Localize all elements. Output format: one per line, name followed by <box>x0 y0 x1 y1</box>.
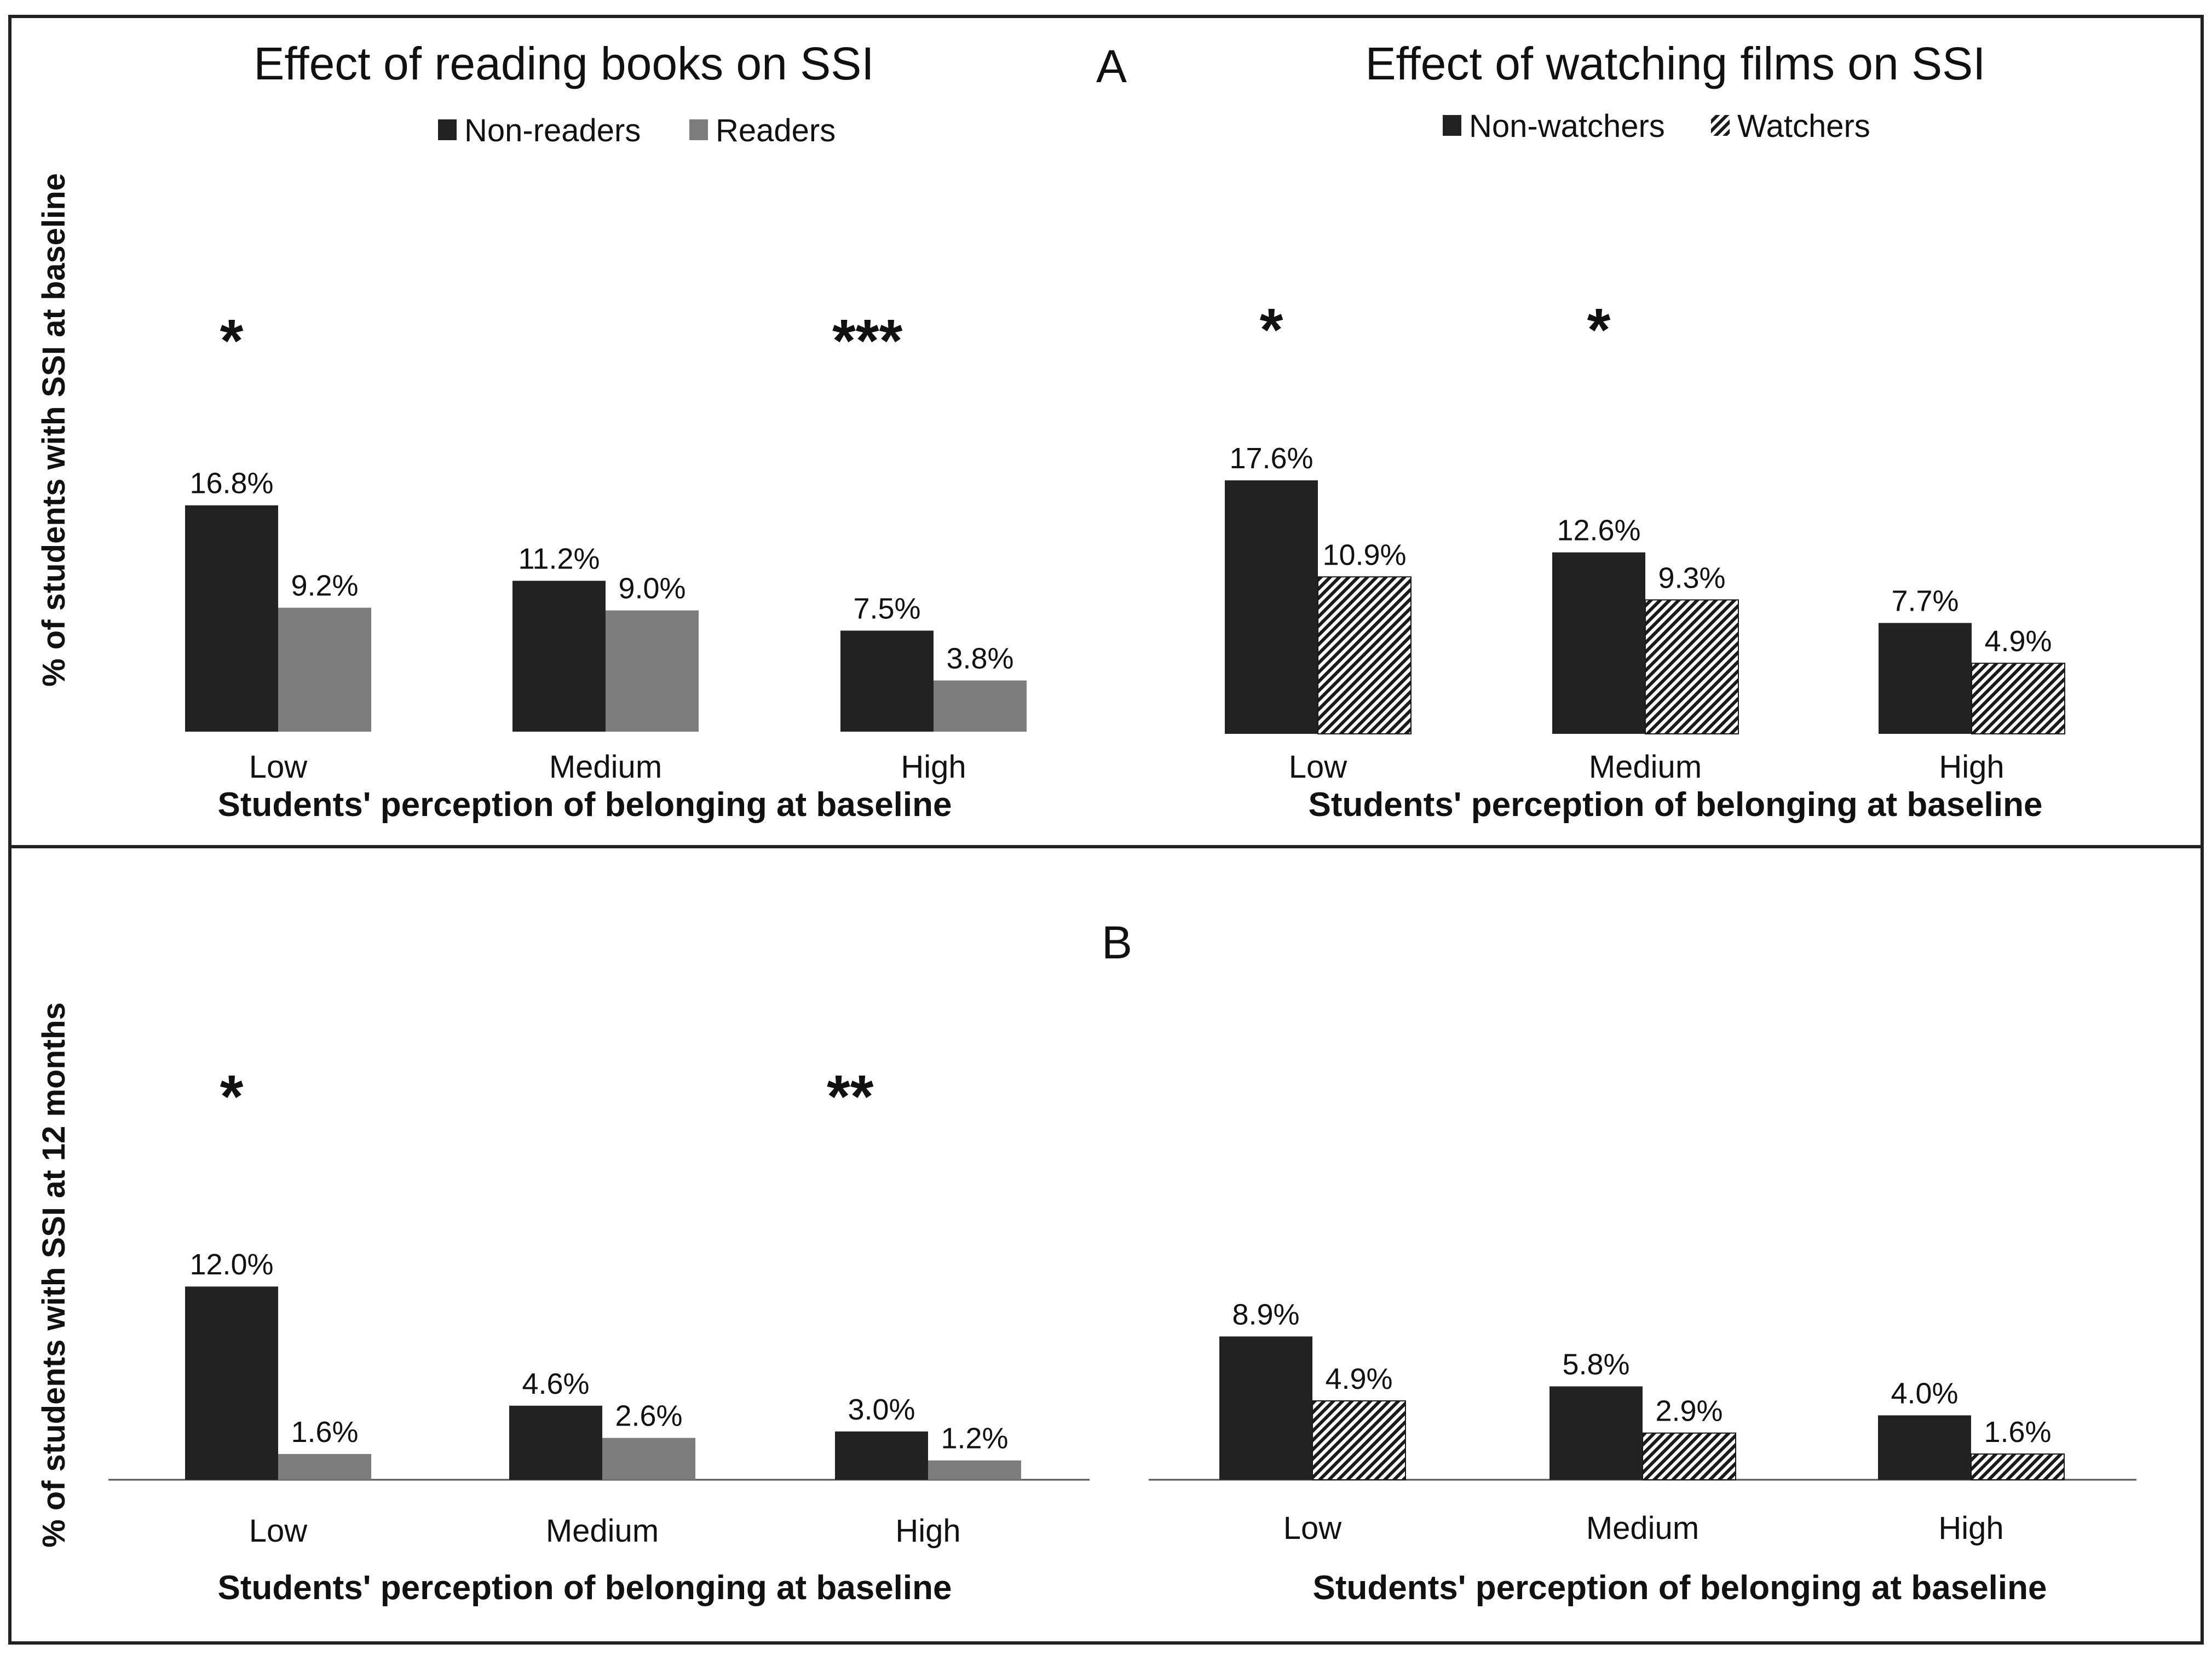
b-books-value-label-non-readers-medium: 4.6% <box>522 1367 589 1400</box>
b-books-value-label-readers-medium: 2.6% <box>615 1400 682 1433</box>
y-axis-label-a: % of students with SSI at baseline <box>36 173 72 687</box>
panel-label-b: B <box>1102 917 1132 968</box>
a-films-bar-watchers-medium <box>1645 599 1739 735</box>
a-films-value-label-watchers-low: 10.9% <box>1322 538 1406 571</box>
b-films-value-label-non-watchers-medium: 5.8% <box>1562 1348 1629 1381</box>
a-films-legend-swatch-watchers <box>1711 115 1730 136</box>
b-films-bar-watchers-medium <box>1642 1432 1736 1480</box>
a-books-category-label-medium: Medium <box>549 749 662 785</box>
a-films-title: Effect of watching films on SSI <box>1366 38 1986 89</box>
a-films-legend-swatch-non-watchers <box>1443 115 1461 136</box>
a-books-category-label-low: Low <box>249 749 308 785</box>
b-books-category-label-low: Low <box>249 1513 308 1549</box>
b-films-value-label-watchers-high: 1.6% <box>1984 1416 2051 1449</box>
panel-label-a: A <box>1096 41 1127 92</box>
a-books-legend-swatch-non-readers <box>438 119 457 140</box>
a-books-x-axis-title: Students' perception of belonging at bas… <box>218 786 952 824</box>
a-books-bar-non-readers-low <box>185 505 278 732</box>
b-books-value-label-non-readers-high: 3.0% <box>848 1393 915 1426</box>
a-films-category-label-low: Low <box>1289 749 1348 785</box>
b-books-category-label-high: High <box>895 1513 960 1549</box>
a-films-bar-watchers-high <box>1971 663 2065 734</box>
a-books-bar-readers-high <box>934 680 1027 732</box>
b-books-value-label-non-readers-low: 12.0% <box>189 1248 273 1281</box>
b-films-bar-non-watchers-low <box>1219 1336 1312 1480</box>
a-books-value-label-non-readers-medium: 11.2% <box>518 542 600 575</box>
a-films-value-label-non-watchers-low: 17.6% <box>1229 442 1313 475</box>
a-films-legend-label-non-watchers: Non-watchers <box>1469 108 1665 144</box>
b-books-value-label-readers-high: 1.2% <box>941 1422 1008 1455</box>
b-books-bar-non-readers-low <box>185 1286 278 1480</box>
b-books-value-label-readers-low: 1.6% <box>291 1416 358 1449</box>
outer-border <box>8 15 2204 1645</box>
a-films-category-label-high: High <box>1939 749 2004 785</box>
a-films-bar-non-watchers-high <box>1879 623 1972 734</box>
b-films-category-label-low: Low <box>1283 1510 1343 1546</box>
a-books-bar-non-readers-medium <box>512 581 606 732</box>
a-films-value-label-watchers-high: 4.9% <box>1984 625 2052 658</box>
a-books-legend-label-readers: Readers <box>716 113 836 148</box>
a-films-bar-watchers-low <box>1317 576 1412 734</box>
b-films-x-axis-title: Students' perception of belonging at bas… <box>1313 1569 2047 1607</box>
b-films-bar-non-watchers-high <box>1878 1415 1971 1480</box>
b-books-category-label-medium: Medium <box>546 1513 659 1549</box>
a-books-value-label-non-readers-high: 7.5% <box>853 593 920 625</box>
a-films-value-label-non-watchers-medium: 12.6% <box>1557 514 1640 547</box>
a-films-x-axis-title: Students' perception of belonging at bas… <box>1309 786 2043 824</box>
a-films-significance-medium: * <box>1587 296 1611 364</box>
b-films-value-label-non-watchers-low: 8.9% <box>1232 1298 1299 1331</box>
b-films-category-label-medium: Medium <box>1586 1510 1699 1546</box>
a-books-bar-readers-low <box>278 607 371 732</box>
a-books-bar-readers-medium <box>606 610 699 732</box>
a-books-significance-high: *** <box>832 307 903 375</box>
a-books-legend-label-non-readers: Non-readers <box>464 113 641 148</box>
y-axis-label-b: % of students with SSI at 12 months <box>36 1002 72 1548</box>
b-films-value-label-watchers-low: 4.9% <box>1325 1363 1392 1395</box>
b-films-bar-watchers-low <box>1312 1400 1406 1480</box>
a-films-bar-non-watchers-medium <box>1552 552 1645 734</box>
a-films-bar-non-watchers-low <box>1225 480 1318 734</box>
a-films-category-label-medium: Medium <box>1589 749 1702 785</box>
b-films-bar-watchers-high <box>1971 1453 2065 1480</box>
b-books-significance-high: ** <box>827 1063 874 1130</box>
a-films-value-label-watchers-medium: 9.3% <box>1658 561 1725 594</box>
b-books-bar-readers-low <box>278 1453 371 1480</box>
a-books-value-label-readers-medium: 9.0% <box>618 572 686 605</box>
a-books-value-label-readers-high: 3.8% <box>946 642 1013 675</box>
b-books-significance-low: * <box>220 1063 244 1130</box>
a-books-title: Effect of reading books on SSI <box>254 38 874 89</box>
a-films-significance-low: * <box>1260 296 1283 364</box>
b-books-bar-non-readers-high <box>835 1431 928 1480</box>
a-films-value-label-non-watchers-high: 7.7% <box>1891 584 1958 617</box>
b-films-value-label-watchers-medium: 2.9% <box>1655 1395 1723 1428</box>
b-books-bar-readers-medium <box>602 1438 695 1480</box>
b-films-value-label-non-watchers-high: 4.0% <box>1891 1377 1958 1410</box>
a-books-legend-swatch-readers <box>689 119 708 140</box>
a-books-significance-low: * <box>220 307 244 375</box>
a-films-legend-label-watchers: Watchers <box>1737 108 1870 144</box>
a-books-category-label-high: High <box>901 749 966 785</box>
b-films-bar-non-watchers-medium <box>1549 1386 1643 1480</box>
a-books-value-label-readers-low: 9.2% <box>291 570 358 602</box>
b-films-category-label-high: High <box>1938 1510 2003 1546</box>
b-books-bar-non-readers-medium <box>509 1405 602 1480</box>
b-books-bar-readers-high <box>928 1460 1021 1480</box>
a-books-value-label-non-readers-low: 16.8% <box>189 467 273 500</box>
a-books-bar-non-readers-high <box>840 630 934 732</box>
b-books-x-axis-title: Students' perception of belonging at bas… <box>218 1569 952 1607</box>
